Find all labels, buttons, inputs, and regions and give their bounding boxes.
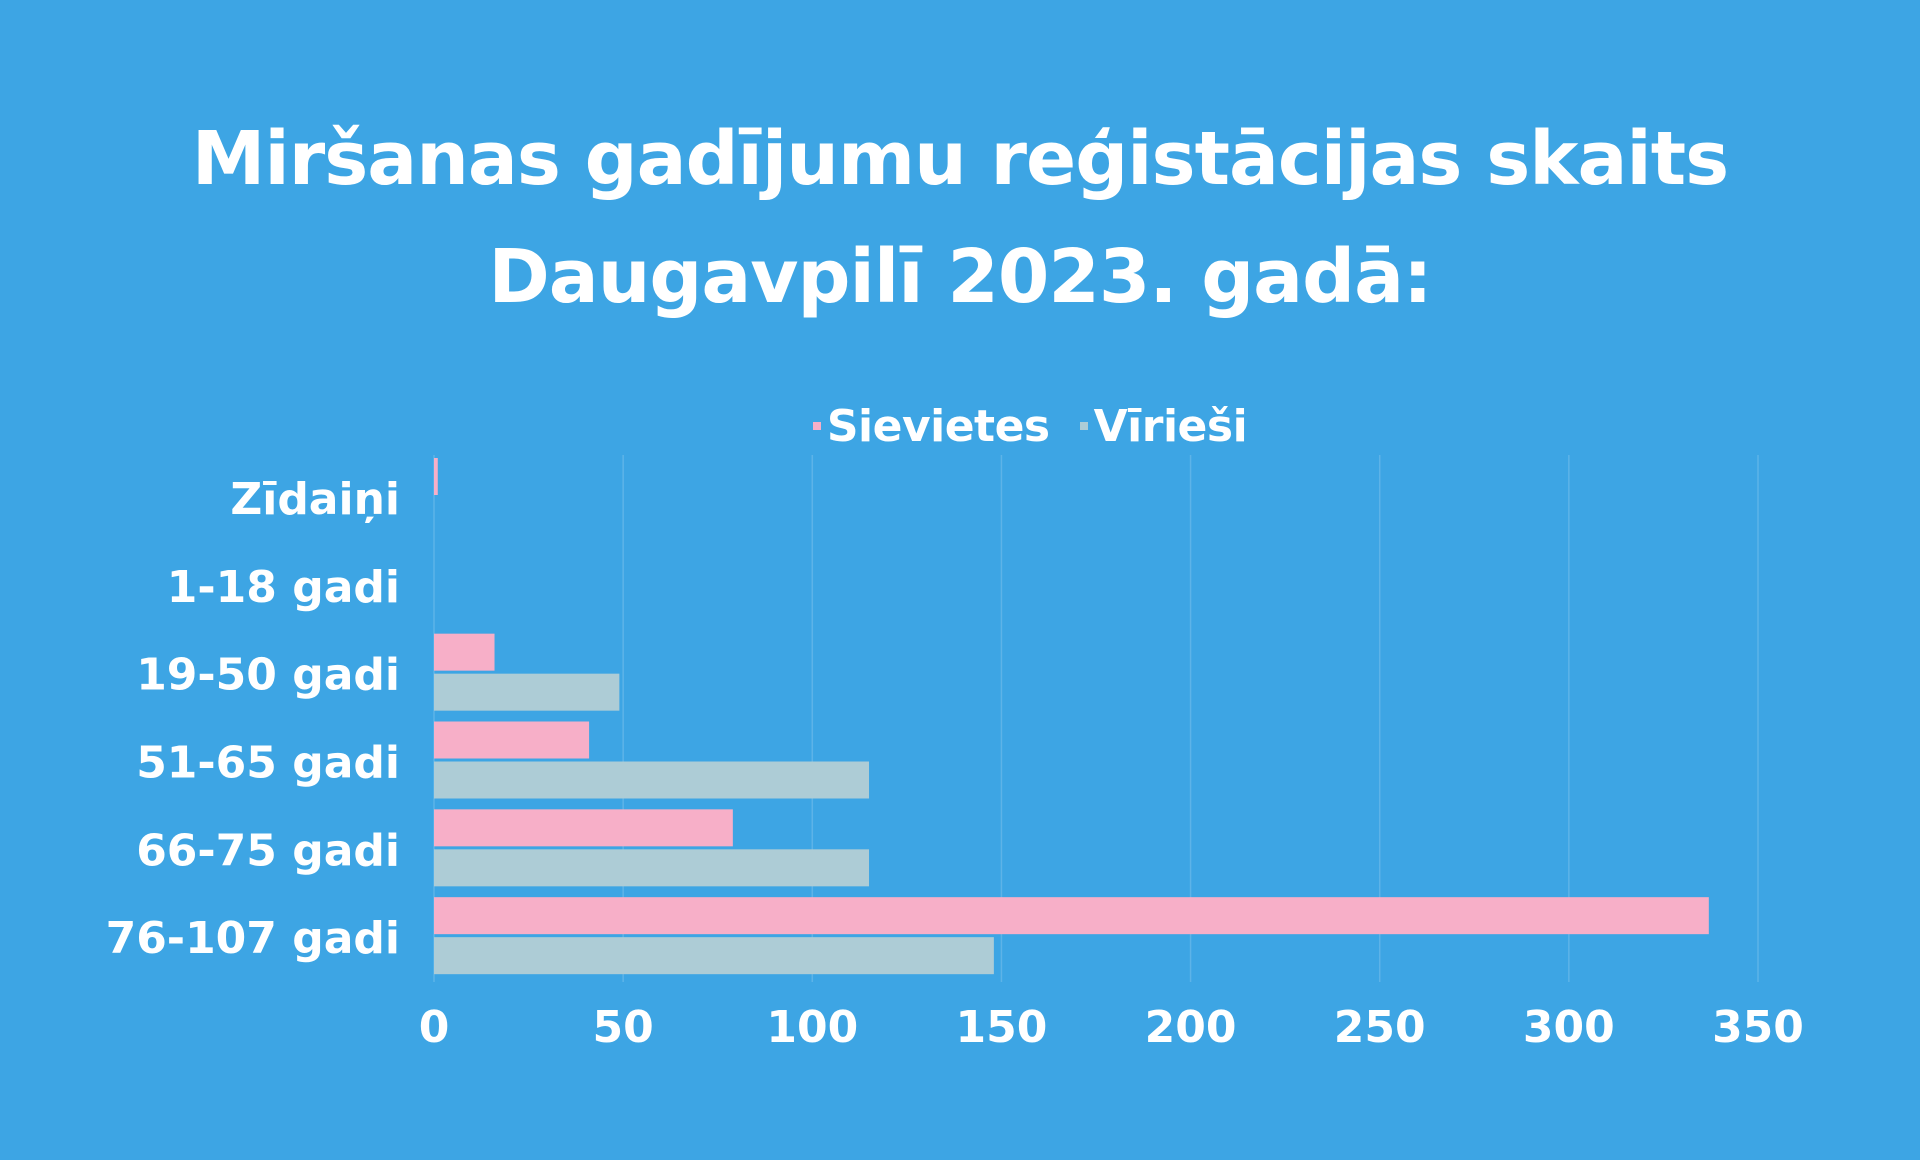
legend-swatch-sievietes — [812, 422, 821, 430]
bar-sievietes-51-65-gadi — [434, 721, 590, 759]
category-label-51-65-gadi: 51-65 gadi — [136, 737, 400, 788]
chart-title-line-2: Daugavpilī 2023. gadā: — [488, 234, 1432, 320]
bar-viriesi-76-107-gadi — [434, 937, 994, 975]
x-tick-label-50: 50 — [593, 1002, 654, 1053]
legend-item-sievietes: Sievietes — [812, 400, 1050, 452]
x-tick-label-150: 150 — [955, 1002, 1047, 1053]
bar-sievietes-66-75-gadi — [434, 809, 733, 847]
bar-sievietes-19-50-gadi — [434, 633, 495, 671]
x-tick-label-200: 200 — [1145, 1002, 1237, 1053]
bar-viriesi-66-75-gadi — [434, 849, 870, 887]
legend-label-virieshi: Vīrieši — [1093, 400, 1248, 452]
category-label-zidaini: Zīdaiņi — [230, 474, 400, 525]
bar-sievietes-zidaini — [434, 458, 438, 495]
bar-viriesi-51-65-gadi — [434, 761, 870, 799]
x-tick-label-100: 100 — [766, 1002, 858, 1053]
category-label-19-50-gadi: 19-50 gadi — [136, 650, 400, 701]
legend-swatch-virieshi — [1079, 422, 1088, 430]
x-tick-label-250: 250 — [1334, 1002, 1426, 1053]
chart-title: Miršanas gadījumu reģistācijas skaits Da… — [0, 100, 1920, 336]
category-label-76-107-gadi: 76-107 gadi — [106, 913, 400, 964]
bar-sievietes-76-107-gadi — [434, 897, 1709, 935]
x-tick-label-0: 0 — [419, 1002, 450, 1053]
x-tick-label-350: 350 — [1712, 1002, 1804, 1053]
x-tick-label-300: 300 — [1523, 1002, 1615, 1053]
chart-legend: Sievietes Vīrieši — [0, 400, 1920, 452]
legend-item-virieshi: Vīrieši — [1079, 400, 1248, 452]
bar-viriesi-19-50-gadi — [434, 673, 620, 711]
category-label-1-18-gadi: 1-18 gadi — [167, 562, 400, 613]
legend-label-sievietes: Sievietes — [826, 400, 1050, 452]
category-label-66-75-gadi: 66-75 gadi — [136, 825, 400, 876]
chart-title-line-1: Miršanas gadījumu reģistācijas skaits — [191, 116, 1729, 202]
